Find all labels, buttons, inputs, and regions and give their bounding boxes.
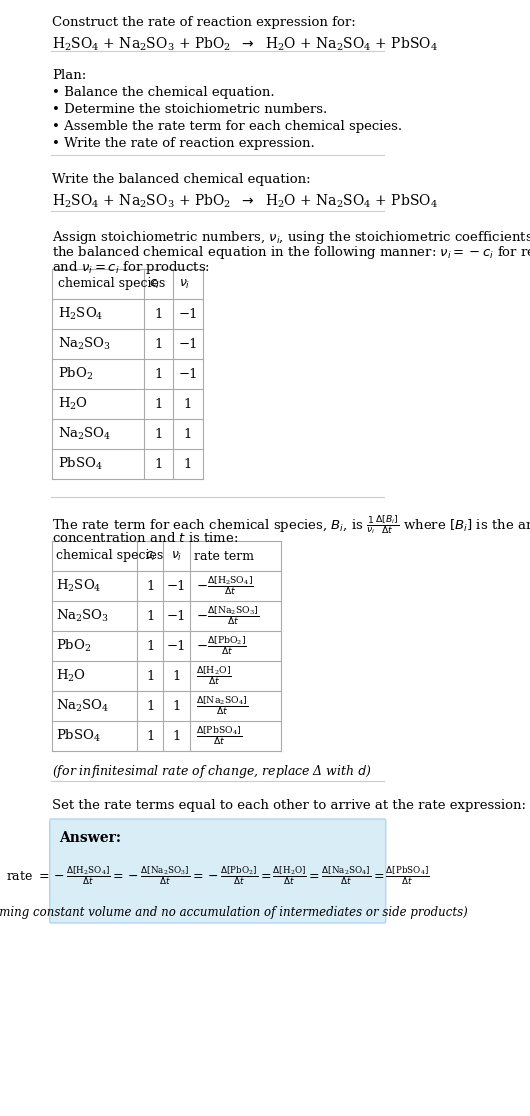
Text: $\mathregular{H_2SO_4}$: $\mathregular{H_2SO_4}$ (58, 306, 103, 323)
Text: Set the rate terms equal to each other to arrive at the rate expression:: Set the rate terms equal to each other t… (52, 799, 526, 812)
Text: 1: 1 (146, 639, 155, 653)
Text: rate term: rate term (193, 549, 253, 562)
Text: Assign stoichiometric numbers, $\nu_i$, using the stoichiometric coefficients, $: Assign stoichiometric numbers, $\nu_i$, … (52, 229, 530, 246)
Text: −1: −1 (167, 639, 187, 653)
Text: • Write the rate of reaction expression.: • Write the rate of reaction expression. (52, 137, 315, 150)
Text: 1: 1 (146, 670, 155, 683)
Text: $\mathregular{PbSO_4}$: $\mathregular{PbSO_4}$ (56, 728, 101, 744)
Text: 1: 1 (154, 337, 163, 350)
Text: 1: 1 (146, 730, 155, 742)
Text: $\mathregular{PbO_2}$: $\mathregular{PbO_2}$ (58, 366, 93, 382)
Text: and $\nu_i = c_i$ for products:: and $\nu_i = c_i$ for products: (52, 259, 210, 276)
Text: $c_i$: $c_i$ (145, 549, 156, 562)
Text: rate $= -\frac{\Delta[\mathregular{H_2SO_4}]}{\Delta t} = -\frac{\Delta[\mathreg: rate $= -\frac{\Delta[\mathregular{H_2SO… (6, 865, 429, 887)
Text: $\mathregular{H_2O}$: $\mathregular{H_2O}$ (56, 668, 86, 684)
Text: −1: −1 (178, 308, 198, 320)
Text: Write the balanced chemical equation:: Write the balanced chemical equation: (52, 173, 311, 186)
Text: chemical species: chemical species (58, 278, 165, 290)
Text: $\frac{\Delta[\mathregular{PbSO_4}]}{\Delta t}$: $\frac{\Delta[\mathregular{PbSO_4}]}{\De… (196, 724, 242, 748)
Text: $\frac{\Delta[\mathregular{Na_2SO_4}]}{\Delta t}$: $\frac{\Delta[\mathregular{Na_2SO_4}]}{\… (196, 694, 248, 718)
Text: chemical species: chemical species (56, 549, 164, 562)
Text: • Determine the stoichiometric numbers.: • Determine the stoichiometric numbers. (52, 103, 328, 116)
FancyBboxPatch shape (50, 819, 386, 923)
Text: Answer:: Answer: (59, 831, 121, 845)
Text: 1: 1 (184, 427, 192, 441)
Text: 1: 1 (184, 397, 192, 411)
Text: $\frac{\Delta[\mathregular{H_2O}]}{\Delta t}$: $\frac{\Delta[\mathregular{H_2O}]}{\Delt… (196, 664, 232, 687)
Text: $\mathregular{Na_2SO_4}$: $\mathregular{Na_2SO_4}$ (56, 698, 110, 714)
Text: 1: 1 (172, 700, 181, 712)
Text: • Balance the chemical equation.: • Balance the chemical equation. (52, 86, 275, 99)
Text: $\nu_i$: $\nu_i$ (179, 278, 190, 290)
Text: $-\frac{\Delta[\mathregular{PbO_2}]}{\Delta t}$: $-\frac{\Delta[\mathregular{PbO_2}]}{\De… (196, 635, 247, 657)
Text: $\mathregular{PbO_2}$: $\mathregular{PbO_2}$ (56, 638, 92, 654)
Text: 1: 1 (146, 579, 155, 593)
Text: $\mathregular{H_2SO_4}$ + $\mathregular{Na_2SO_3}$ + $\mathregular{PbO_2}$  $\ri: $\mathregular{H_2SO_4}$ + $\mathregular{… (52, 36, 438, 54)
Text: Plan:: Plan: (52, 69, 86, 81)
Text: 1: 1 (184, 458, 192, 471)
Text: Construct the rate of reaction expression for:: Construct the rate of reaction expressio… (52, 16, 356, 29)
Text: 1: 1 (154, 308, 163, 320)
Text: The rate term for each chemical species, $B_i$, is $\frac{1}{\nu_i}\frac{\Delta[: The rate term for each chemical species,… (52, 513, 530, 536)
Text: 1: 1 (154, 367, 163, 381)
Text: $\mathregular{H_2O}$: $\mathregular{H_2O}$ (58, 396, 87, 412)
Text: −1: −1 (167, 609, 187, 623)
Text: $\mathregular{Na_2SO_3}$: $\mathregular{Na_2SO_3}$ (56, 608, 110, 624)
Text: $\nu_i$: $\nu_i$ (171, 549, 182, 562)
Text: $\mathregular{H_2SO_4}$ + $\mathregular{Na_2SO_3}$ + $\mathregular{PbO_2}$  $\ri: $\mathregular{H_2SO_4}$ + $\mathregular{… (52, 193, 438, 211)
Text: 1: 1 (154, 458, 163, 471)
Text: (for infinitesimal rate of change, replace Δ with $d$): (for infinitesimal rate of change, repla… (52, 763, 372, 780)
Text: 1: 1 (146, 700, 155, 712)
Text: 1: 1 (154, 427, 163, 441)
Text: • Assemble the rate term for each chemical species.: • Assemble the rate term for each chemic… (52, 121, 402, 133)
Text: $c_i$: $c_i$ (149, 278, 161, 290)
Text: $-\frac{\Delta[\mathregular{Na_2SO_3}]}{\Delta t}$: $-\frac{\Delta[\mathregular{Na_2SO_3}]}{… (196, 605, 259, 627)
Text: $\mathregular{Na_2SO_3}$: $\mathregular{Na_2SO_3}$ (58, 336, 111, 352)
Text: −1: −1 (178, 367, 198, 381)
Text: 1: 1 (172, 730, 181, 742)
Text: 1: 1 (172, 670, 181, 683)
Text: 1: 1 (154, 397, 163, 411)
Text: $\mathregular{PbSO_4}$: $\mathregular{PbSO_4}$ (58, 456, 102, 472)
Text: 1: 1 (146, 609, 155, 623)
Text: $\mathregular{Na_2SO_4}$: $\mathregular{Na_2SO_4}$ (58, 426, 111, 442)
Text: $-\frac{\Delta[\mathregular{H_2SO_4}]}{\Delta t}$: $-\frac{\Delta[\mathregular{H_2SO_4}]}{\… (196, 575, 254, 597)
Text: (assuming constant volume and no accumulation of intermediates or side products): (assuming constant volume and no accumul… (0, 906, 467, 918)
Text: the balanced chemical equation in the following manner: $\nu_i = -c_i$ for react: the balanced chemical equation in the fo… (52, 244, 530, 261)
Text: concentration and $t$ is time:: concentration and $t$ is time: (52, 531, 239, 545)
Text: −1: −1 (167, 579, 187, 593)
Text: $\mathregular{H_2SO_4}$: $\mathregular{H_2SO_4}$ (56, 578, 102, 594)
Text: −1: −1 (178, 337, 198, 350)
